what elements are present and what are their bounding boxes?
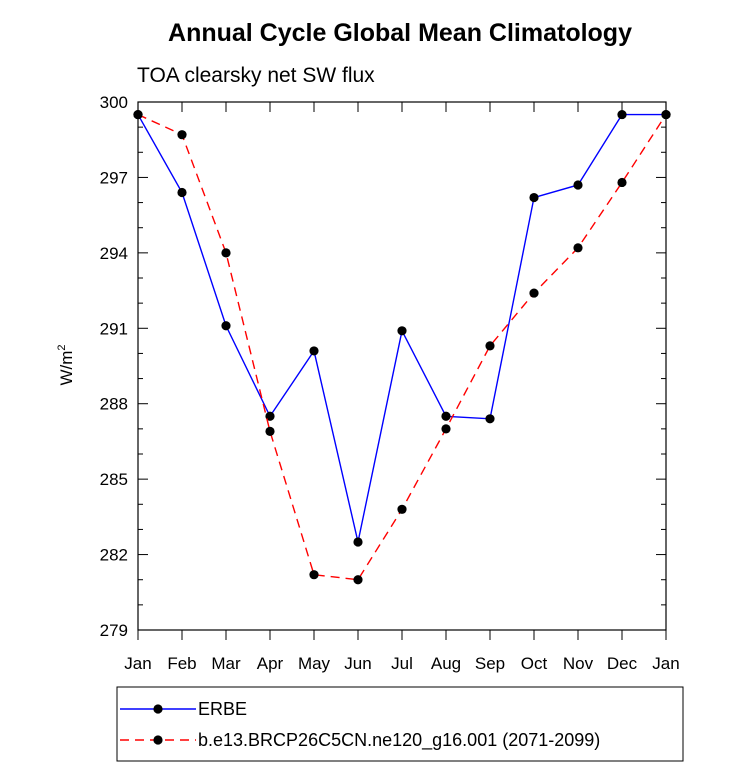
data-point-model — [265, 426, 275, 436]
data-point-erbe — [221, 321, 231, 331]
x-tick-label: Apr — [257, 654, 284, 673]
x-tick-label: Jan — [652, 654, 679, 673]
data-point-erbe — [309, 346, 319, 356]
y-axis-label: W/m2 — [56, 344, 76, 385]
data-point-erbe — [485, 414, 495, 424]
y-tick-label: 291 — [100, 319, 128, 338]
data-point-model — [353, 575, 363, 585]
chart-subtitle: TOA clearsky net SW flux — [137, 64, 375, 87]
legend-marker-model — [153, 735, 163, 745]
data-point-model — [661, 109, 671, 120]
data-point-erbe — [441, 411, 451, 421]
data-point-erbe — [397, 326, 407, 336]
data-point-erbe — [265, 411, 275, 421]
data-point-model — [221, 248, 231, 258]
y-tick-label: 282 — [100, 546, 128, 565]
x-tick-label: Jul — [391, 654, 413, 673]
data-point-erbe — [529, 192, 539, 203]
data-point-model — [397, 504, 407, 514]
y-tick-label: 288 — [100, 395, 128, 414]
x-tick-label: Feb — [167, 654, 196, 673]
y-tick-label: 294 — [100, 244, 128, 263]
legend-label-model: b.e13.BRCP26C5CN.ne120_g16.001 (2071-209… — [198, 730, 600, 751]
x-tick-label: Mar — [211, 654, 241, 673]
data-point-model — [177, 130, 187, 140]
legend-label-erbe: ERBE — [198, 699, 247, 719]
data-point-model — [441, 424, 451, 434]
x-tick-label: Jun — [344, 654, 371, 673]
x-tick-label: Jan — [124, 654, 151, 673]
x-tick-label: Dec — [607, 654, 638, 673]
x-tick-label: Oct — [521, 654, 548, 673]
data-point-model — [573, 243, 583, 253]
plot-area: 279 282 285 288 291 294 297 300 Jan Feb Mar Apr May J… — [100, 93, 680, 673]
data-point-model — [617, 177, 627, 188]
legend-marker-erbe — [153, 704, 163, 714]
plot-frame — [137, 101, 667, 631]
data-point-model — [529, 288, 539, 298]
x-tick-label: May — [298, 654, 331, 673]
x-tick-label: Nov — [563, 654, 594, 673]
y-axis-label-superscript: 2 — [56, 344, 68, 350]
x-tick-label: Aug — [431, 654, 461, 673]
data-point-erbe — [573, 180, 583, 190]
chart-title: Annual Cycle Global Mean Climatology — [168, 19, 632, 47]
data-point-model — [309, 570, 319, 580]
data-point-model — [485, 341, 495, 351]
data-point-erbe — [353, 537, 363, 547]
data-point-erbe — [177, 187, 187, 198]
data-point-erbe — [617, 109, 627, 120]
y-tick-label: 285 — [100, 470, 128, 489]
legend: ERBE b.e13.BRCP26C5CN.ne120_g16.001 (2071… — [116, 686, 684, 762]
legend-box — [116, 686, 684, 762]
y-axis-label-text: W/m — [57, 351, 76, 386]
data-point-model — [133, 109, 143, 120]
y-tick-label: 279 — [100, 621, 128, 640]
y-tick-label: 297 — [100, 168, 128, 187]
y-tick-label: 300 — [100, 93, 128, 112]
x-tick-label: Sep — [475, 654, 505, 673]
